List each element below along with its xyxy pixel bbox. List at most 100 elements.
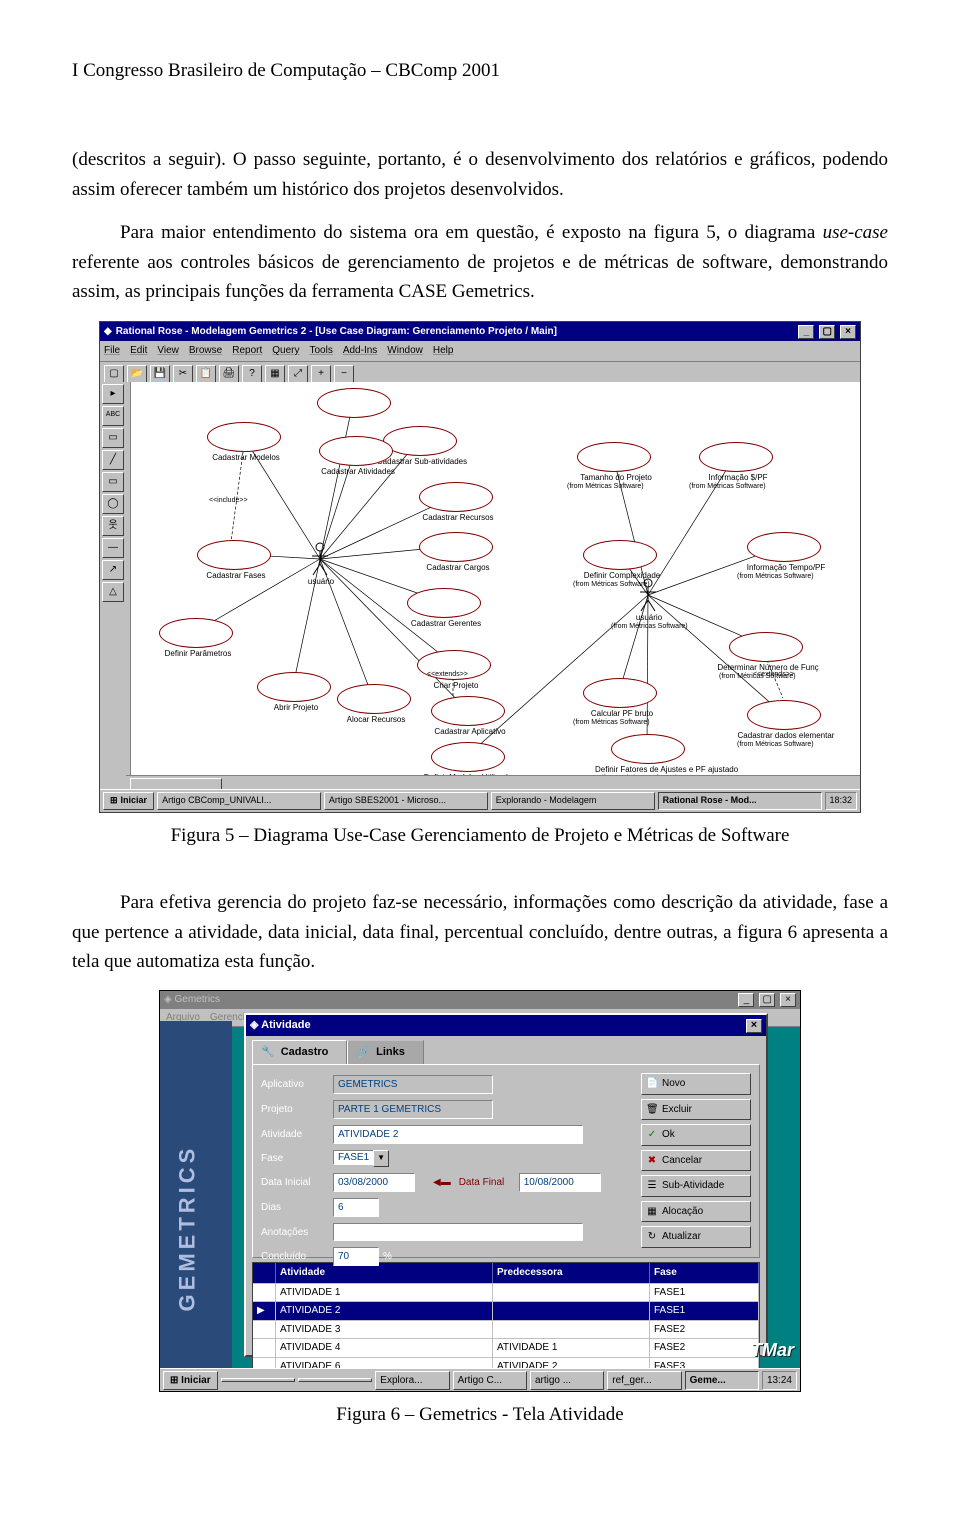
start-button[interactable]: ⊞ Iniciar (163, 1371, 218, 1391)
usecase-ellipse[interactable] (257, 672, 331, 702)
anotacoes-input[interactable] (333, 1223, 583, 1241)
menu-addins[interactable]: Add-Ins (343, 343, 377, 359)
pointer-tool[interactable]: ▸ (102, 384, 124, 404)
usecase-ellipse[interactable] (197, 540, 271, 570)
menu-view[interactable]: View (157, 343, 179, 359)
taskbar-item-active[interactable]: Geme... (685, 1371, 759, 1391)
atualizar-button[interactable]: ↻Atualizar (641, 1226, 751, 1248)
menu-tools[interactable]: Tools (309, 343, 332, 359)
taskbar-item[interactable]: Explorando - Modelagem (491, 792, 655, 810)
usecase-ellipse[interactable] (583, 540, 657, 570)
usecase-ellipse[interactable] (419, 532, 493, 562)
usecase-tool[interactable]: ◯ (102, 494, 124, 514)
anchor-tool[interactable]: ╱ (102, 450, 124, 470)
maximize-button[interactable]: ▢ (819, 325, 835, 339)
cancelar-button[interactable]: ✖Cancelar (641, 1150, 751, 1172)
menu-edit[interactable]: Edit (130, 343, 147, 359)
taskbar-item[interactable] (221, 1378, 295, 1382)
concluido-input[interactable]: 70 (333, 1247, 379, 1266)
toolbar-btn[interactable]: 📂 (127, 365, 147, 383)
menu-browse[interactable]: Browse (189, 343, 222, 359)
tab-links[interactable]: 🔗 Links (347, 1040, 423, 1064)
menu-query[interactable]: Query (272, 343, 299, 359)
grid-row[interactable]: ATIVIDADE 3FASE2 (253, 1320, 759, 1339)
actor-tool[interactable]: 웃 (102, 516, 124, 536)
package-tool[interactable]: ▭ (102, 472, 124, 492)
taskbar-item[interactable]: Artigo CBComp_UNIVALI... (157, 792, 321, 810)
usecase-ellipse[interactable] (319, 436, 393, 466)
menu-report[interactable]: Report (232, 343, 262, 359)
combo-arrow-icon[interactable]: ▼ (373, 1150, 389, 1167)
taskbar-item-active[interactable]: Rational Rose - Mod... (658, 792, 822, 810)
usecase-ellipse[interactable] (729, 632, 803, 662)
toolbar-btn[interactable]: ▦ (265, 365, 285, 383)
actor-icon[interactable] (639, 578, 657, 612)
taskbar-item[interactable]: artigo ... (530, 1371, 604, 1391)
usecase-ellipse[interactable] (577, 442, 651, 472)
usecase-ellipse[interactable] (699, 442, 773, 472)
text-tool[interactable]: ABC (102, 406, 124, 426)
note-tool[interactable]: ▭ (102, 428, 124, 448)
alocacao-button[interactable]: ▦Alocação (641, 1201, 751, 1223)
usecase-ellipse[interactable] (747, 700, 821, 730)
novo-button[interactable]: 📄Novo (641, 1073, 751, 1095)
taskbar-item[interactable]: Explora... (375, 1371, 449, 1391)
usecase-ellipse[interactable] (611, 734, 685, 764)
atividade-input[interactable]: ATIVIDADE 2 (333, 1125, 583, 1144)
toolbar-btn[interactable]: ▢ (104, 365, 124, 383)
menu-file[interactable]: File (104, 343, 120, 359)
excluir-button[interactable]: 🗑Excluir (641, 1099, 751, 1121)
toolbar-btn[interactable]: − (334, 365, 354, 383)
toolbar-btn[interactable]: + (311, 365, 331, 383)
taskbar-item[interactable]: Artigo SBES2001 - Microso... (324, 792, 488, 810)
diagram-canvas[interactable]: Cadastrar ModelosCadastrar Sub-atividade… (131, 382, 860, 790)
close-button[interactable]: × (780, 993, 796, 1007)
depend-tool[interactable]: ↗ (102, 560, 124, 580)
usecase-ellipse[interactable] (431, 696, 505, 726)
usecase-ellipse[interactable] (583, 678, 657, 708)
toolbar-btn[interactable]: 💾 (150, 365, 170, 383)
usecase-ellipse[interactable] (207, 422, 281, 452)
grid-row[interactable]: ATIVIDADE 4ATIVIDADE 1FASE2 (253, 1338, 759, 1357)
toolbar-btn[interactable]: ✂ (173, 365, 193, 383)
usecase-ellipse[interactable] (431, 742, 505, 772)
usecase-ellipse[interactable] (407, 588, 481, 618)
menu-window[interactable]: Window (387, 343, 423, 359)
dias-input[interactable]: 6 (333, 1198, 379, 1217)
tab-cadastro[interactable]: 🔧 Cadastro (252, 1040, 347, 1064)
actor-icon[interactable] (311, 542, 329, 576)
start-button[interactable]: ⊞ Iniciar (103, 792, 154, 810)
data-final-input[interactable]: 10/08/2000 (519, 1173, 601, 1192)
usecase-ellipse[interactable] (337, 684, 411, 714)
close-button[interactable]: × (840, 325, 856, 339)
taskbar-item[interactable]: ref_ger... (607, 1371, 681, 1391)
outer-window-titlebar: ◈ Gemetrics _ ▢ × (160, 991, 800, 1009)
grid-row[interactable]: ▶ATIVIDADE 2FASE1 (253, 1301, 759, 1320)
toolbar-btn[interactable]: 🖨 (219, 365, 239, 383)
usecase-ellipse[interactable] (383, 426, 457, 456)
activities-grid[interactable]: Atividade Predecessora Fase ATIVIDADE 1F… (252, 1262, 760, 1376)
grid-row[interactable]: ATIVIDADE 1FASE1 (253, 1283, 759, 1302)
data-inicial-input[interactable]: 03/08/2000 (333, 1173, 415, 1192)
minimize-button[interactable]: _ (738, 993, 754, 1007)
assoc-tool[interactable]: — (102, 538, 124, 558)
maximize-button[interactable]: ▢ (759, 993, 775, 1007)
taskbar-item[interactable]: Artigo C... (453, 1371, 527, 1391)
fase-combo[interactable]: FASE1 (333, 1150, 374, 1165)
ok-button[interactable]: ✓Ok (641, 1124, 751, 1146)
usecase-ellipse[interactable] (317, 388, 391, 418)
taskbar-item[interactable] (298, 1378, 372, 1382)
minimize-button[interactable]: _ (798, 325, 814, 339)
usecase-ellipse[interactable] (419, 482, 493, 512)
usecase-ellipse[interactable] (159, 618, 233, 648)
toolbar-btn[interactable]: ? (242, 365, 262, 383)
toolbar-btn[interactable]: ⤢ (288, 365, 308, 383)
horizontal-scrollbar[interactable] (126, 775, 860, 790)
grid-cell: ATIVIDADE 1 (493, 1339, 650, 1357)
dialog-close-button[interactable]: × (746, 1019, 762, 1033)
menu-help[interactable]: Help (433, 343, 454, 359)
general-tool[interactable]: △ (102, 582, 124, 602)
sub-atividade-button[interactable]: ☰Sub-Atividade (641, 1175, 751, 1197)
toolbar-btn[interactable]: 📋 (196, 365, 216, 383)
usecase-ellipse[interactable] (747, 532, 821, 562)
